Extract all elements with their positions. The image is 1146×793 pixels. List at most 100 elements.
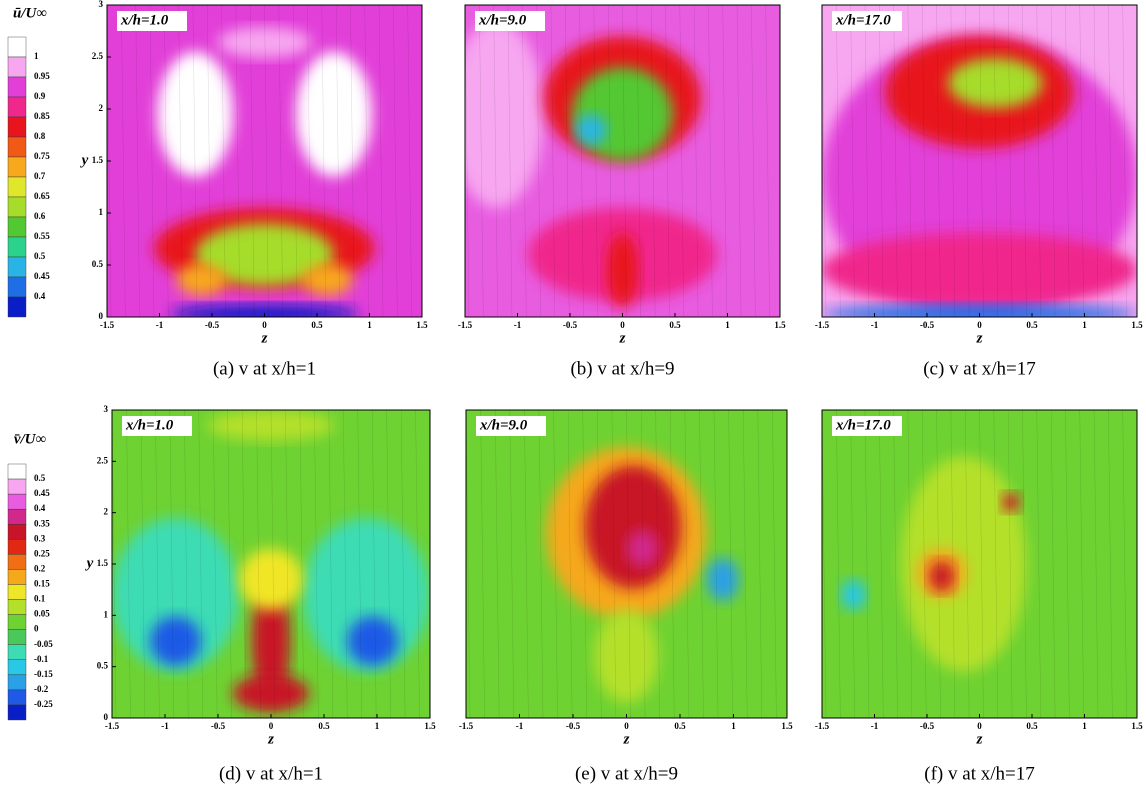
colorbar-tick: -0.05 xyxy=(34,639,53,649)
contour-blob xyxy=(296,51,372,177)
contour-field xyxy=(822,410,1137,718)
contour-blob xyxy=(195,223,334,286)
x-tick-label: 0.5 xyxy=(1026,721,1038,731)
vector-hatch xyxy=(509,410,514,718)
contour-blob xyxy=(232,674,310,712)
contour-blob xyxy=(594,610,659,703)
annotation-box xyxy=(475,11,545,31)
vector-hatch xyxy=(765,5,770,317)
vector-hatch xyxy=(479,5,484,317)
x-tick-label: -0.5 xyxy=(563,320,578,330)
colorbar-tick: 0.5 xyxy=(34,473,46,483)
vector-hatch xyxy=(565,5,570,317)
x-tick-label: -1 xyxy=(516,721,524,731)
y-axis-label: y xyxy=(85,555,94,571)
annotation: x/h=17.0 xyxy=(835,417,891,433)
x-tick-label: 1 xyxy=(367,320,372,330)
annotation: x/h=1.0 xyxy=(120,12,169,28)
y-axis-label: y xyxy=(80,152,89,168)
vector-hatch xyxy=(466,410,471,718)
vector-hatch xyxy=(1122,5,1127,317)
colorbar-swatch xyxy=(7,216,27,238)
vector-hatch xyxy=(1122,410,1127,718)
vector-hatch xyxy=(965,410,970,718)
vector-hatch xyxy=(1008,5,1013,317)
contour-blob xyxy=(584,465,682,589)
vector-hatch xyxy=(651,5,656,317)
vector-hatch xyxy=(722,5,727,317)
colorbar-swatch xyxy=(7,176,27,198)
contour-blob xyxy=(575,114,607,146)
x-tick-label: -1.5 xyxy=(815,320,830,330)
contour-blob xyxy=(150,616,202,666)
colorbar-swatch xyxy=(7,96,27,118)
annotation: x/h=17.0 xyxy=(835,12,891,28)
colorbar-tick: 0.45 xyxy=(34,488,50,498)
y-tick-label: 0.5 xyxy=(92,259,104,269)
colorbar-swatch xyxy=(7,554,27,570)
colorbar-tick: 0.05 xyxy=(34,609,50,619)
vector-hatch xyxy=(608,5,613,317)
x-tick-label: 0.5 xyxy=(1026,320,1038,330)
vector-hatch xyxy=(665,5,670,317)
x-tick-label: 0 xyxy=(624,721,629,731)
contour-field xyxy=(822,5,1137,317)
colorbar-swatch xyxy=(7,36,27,58)
vector-hatch xyxy=(822,5,827,317)
vector-hatch xyxy=(227,410,232,718)
contour-blob xyxy=(948,58,1043,108)
vector-hatch xyxy=(221,5,226,317)
colorbar-tick: 0.5 xyxy=(34,251,46,261)
vector-hatch xyxy=(1108,410,1113,718)
vector-hatch xyxy=(879,410,884,718)
colorbar-label: ū/U∞ xyxy=(13,5,47,21)
vector-hatch xyxy=(393,5,398,317)
vector-hatch xyxy=(979,410,984,718)
vector-hatch xyxy=(757,410,762,718)
vector-hatch xyxy=(836,5,841,317)
colorbar-swatch xyxy=(7,136,27,158)
colorbar-tick: 0.9 xyxy=(34,91,46,101)
vector-hatch xyxy=(993,410,998,718)
vector-hatch xyxy=(386,410,391,718)
vector-hatch xyxy=(465,5,470,317)
annotation: x/h=9.0 xyxy=(478,12,527,28)
x-axis-label: z xyxy=(976,330,983,346)
vector-hatch xyxy=(597,410,602,718)
y-tick-label: 2.5 xyxy=(97,455,109,465)
vector-hatch xyxy=(270,410,276,718)
x-axis-label: z xyxy=(623,731,630,747)
vector-hatch xyxy=(751,5,756,317)
x-tick-label: -0.5 xyxy=(566,721,581,731)
vector-hatch xyxy=(350,5,355,317)
vector-hatch xyxy=(1036,410,1041,718)
vector-hatch xyxy=(307,5,312,317)
vector-hatch xyxy=(299,410,304,718)
vector-hatch xyxy=(495,410,500,718)
vector-hatch xyxy=(264,5,269,317)
colorbar-label: v̄/U∞ xyxy=(14,431,46,447)
x-axis-label: z xyxy=(976,731,983,747)
vector-hatch xyxy=(285,410,290,718)
vector-hatch xyxy=(336,5,341,317)
vector-hatch xyxy=(907,5,912,317)
colorbar-tick: 0.95 xyxy=(34,71,50,81)
contour-blob xyxy=(465,20,544,208)
vector-hatch xyxy=(372,410,377,718)
vector-hatch xyxy=(879,5,884,317)
vector-hatch xyxy=(864,5,870,317)
vector-hatch xyxy=(293,5,298,317)
x-tick-label: 1.5 xyxy=(774,320,786,330)
x-axis-label: z xyxy=(261,330,268,346)
vector-hatch xyxy=(1079,410,1084,718)
vector-hatch xyxy=(242,410,247,718)
annotation-box xyxy=(832,11,902,31)
vector-hatch xyxy=(140,410,145,718)
colorbar-tick: 0.3 xyxy=(34,533,46,543)
vector-hatch xyxy=(553,410,558,718)
colorbar-tick: 0.55 xyxy=(34,231,50,241)
y-tick-label: 0 xyxy=(104,712,109,722)
colorbar-swatch xyxy=(7,689,27,706)
vector-hatch xyxy=(1065,410,1070,718)
